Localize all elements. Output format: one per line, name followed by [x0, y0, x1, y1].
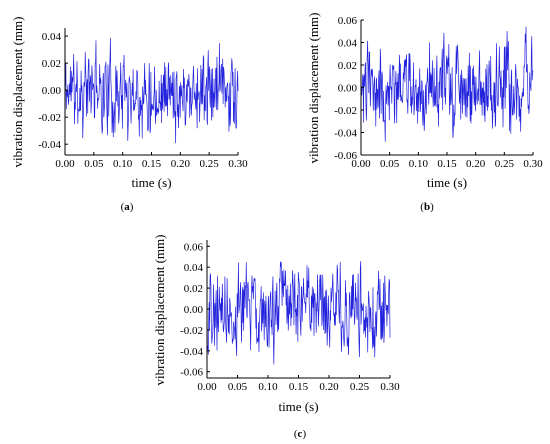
x-axis-label: time (s) [131, 175, 171, 190]
y-tick-label: -0.04 [334, 128, 357, 140]
y-tick-label: 0.00 [42, 85, 62, 97]
y-tick-label: -0.06 [180, 367, 203, 379]
y-tick-label: -0.02 [334, 105, 357, 117]
x-tick-label: 0.15 [289, 381, 309, 393]
y-tick-label: -0.04 [38, 139, 61, 151]
x-tick-label: 0.30 [523, 158, 543, 170]
y-tick-label: 0.02 [184, 283, 203, 295]
x-tick-label: 0.00 [55, 158, 75, 170]
y-tick-label: 0.04 [42, 31, 62, 43]
x-tick-label: 0.25 [350, 381, 370, 393]
x-tick-label: 0.25 [495, 158, 515, 170]
series-line [360, 26, 534, 142]
x-tick-label: 0.00 [197, 381, 217, 393]
x-tick-label: 0.15 [437, 158, 457, 170]
y-tick-label: 0.02 [338, 60, 357, 72]
x-tick-label: 0.20 [319, 381, 339, 393]
y-tick-label: 0.06 [338, 15, 358, 27]
x-tick-label: 0.25 [200, 158, 220, 170]
series-line [206, 261, 391, 365]
y-tick-label: 0.00 [338, 83, 358, 95]
y-axis-label: vibration displacement (mm) [152, 235, 167, 386]
x-tick-label: 0.00 [351, 158, 371, 170]
panel-caption: (c) [294, 428, 307, 440]
panel-a: 0.00 0.05 0.10 0.15 0.20 0.25 0.30 0.04 0.02 0.00… [10, 17, 248, 213]
y-tick-label: 0.06 [184, 241, 204, 253]
y-tick-label: 0.02 [42, 58, 61, 70]
y-axis-label: vibration displacement (mm) [10, 17, 25, 168]
series-line [64, 37, 239, 144]
y-tick-label: -0.02 [180, 325, 203, 337]
panel-b: 0.00 0.05 0.10 0.15 0.20 0.25 0.30 0.06 0.04 0.02… [306, 13, 543, 213]
y-tick-label: -0.02 [38, 112, 61, 124]
x-tick-label: 0.05 [84, 158, 104, 170]
x-tick-label: 0.20 [171, 158, 191, 170]
x-axis-label: time (s) [278, 399, 318, 414]
x-tick-label: 0.05 [380, 158, 400, 170]
x-tick-label: 0.20 [466, 158, 486, 170]
y-tick-label: 0.04 [338, 38, 358, 50]
panel-caption: (b) [420, 201, 434, 213]
x-tick-label: 0.05 [228, 381, 248, 393]
x-tick-label: 0.30 [380, 381, 400, 393]
y-tick-label: 0.04 [184, 262, 204, 274]
panel-c: 0.00 0.05 0.10 0.15 0.20 0.25 0.30 0.06 0.04 0.02… [152, 235, 400, 440]
x-tick-label: 0.10 [258, 381, 278, 393]
y-tick-label: 0.00 [184, 304, 204, 316]
x-tick-label: 0.15 [142, 158, 162, 170]
y-tick-label: -0.04 [180, 346, 203, 358]
y-axis-label: vibration displacement (mm) [306, 13, 321, 164]
panel-caption: (a) [121, 201, 134, 213]
x-axis-label: time (s) [427, 175, 467, 190]
y-tick-label: -0.06 [334, 150, 357, 162]
x-tick-label: 0.30 [228, 158, 248, 170]
x-tick-label: 0.10 [409, 158, 429, 170]
x-tick-label: 0.10 [113, 158, 133, 170]
